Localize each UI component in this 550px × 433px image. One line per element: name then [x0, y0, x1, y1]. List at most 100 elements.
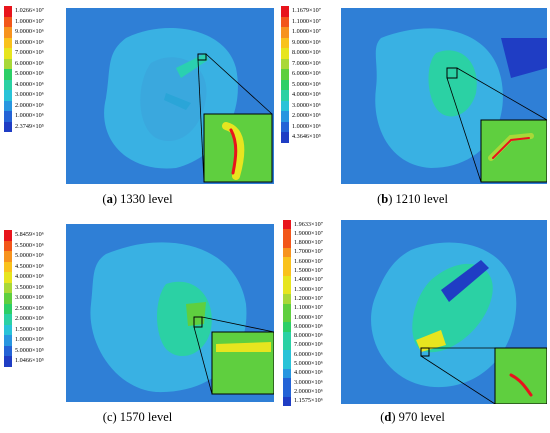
legend-swatch: [4, 230, 12, 241]
legend-label: 1.0000×10⁶: [15, 336, 44, 344]
legend-swatch: [281, 121, 289, 132]
legend-entry: 7.0000×10⁶: [281, 58, 321, 69]
legend-swatch: [4, 90, 12, 101]
legend-label: 3.0000×10⁶: [15, 91, 44, 99]
legend-label: 4.0000×10⁶: [292, 91, 321, 99]
zoom-inset: [211, 331, 274, 395]
legend-entry: 4.3646×10⁵: [281, 132, 321, 143]
legend-entry: 1.9000×10⁷: [283, 229, 323, 239]
legend-entry: 2.0000×10⁶: [281, 111, 321, 122]
legend-label: 2.0000×10⁶: [15, 101, 44, 109]
legend-label: 2.3749×10⁵: [15, 122, 44, 130]
legend-entry: 1.0466×10⁵: [4, 356, 44, 367]
zoom-region-box: [420, 347, 430, 357]
contour-plot-b: [341, 8, 547, 184]
legend-label: 3.0000×10⁶: [15, 294, 44, 302]
zoom-connector-line: [201, 316, 274, 333]
legend-swatch: [283, 303, 291, 313]
legend-label: 2.0000×10⁶: [294, 387, 323, 395]
legend-label: 1.0466×10⁵: [15, 357, 44, 365]
legend-swatch: [4, 6, 12, 17]
legend-label: 4.5000×10⁶: [15, 262, 44, 270]
legend-entry: 5.8459×10⁶: [4, 230, 44, 241]
legend-label: 3.0000×10⁶: [294, 378, 323, 386]
legend-entry: 1.7000×10⁷: [283, 247, 323, 258]
legend-entry: 3.5000×10⁶: [4, 282, 44, 293]
legend-label: 1.9633×10⁷: [294, 220, 323, 228]
legend-b: 1.1679×10⁷ 1.1000×10⁷ 1.0000×10⁷ 9.0000×10⁶…: [281, 6, 321, 143]
legend-entry: 2.0000×10⁶: [283, 387, 323, 397]
legend-entry: 1.8000×10⁷: [283, 238, 323, 248]
legend-entry: 3.0000×10⁶: [283, 378, 323, 388]
legend-entry: 9.0000×10⁶: [283, 322, 323, 332]
stress-concentration: [488, 133, 534, 161]
legend-swatch: [281, 37, 289, 48]
legend-entry: 2.0000×10⁶: [4, 314, 44, 325]
zoom-connector-line: [456, 67, 547, 121]
legend-entry: 4.0000×10⁶: [283, 368, 323, 379]
legend-entry: 9.0000×10⁶: [4, 27, 44, 38]
legend-entry: 5.0000×10⁶: [283, 359, 323, 369]
legend-label: 1.0000×10⁶: [15, 112, 44, 120]
legend-swatch: [4, 48, 12, 59]
legend-label: 7.0000×10⁶: [294, 341, 323, 349]
legend-entry: 5.0000×10⁵: [4, 345, 44, 356]
contour-field-d: [341, 220, 547, 404]
legend-swatch: [4, 314, 12, 325]
legend-label: 4.0000×10⁶: [294, 369, 323, 377]
legend-entry: 1.0000×10⁶: [4, 335, 44, 346]
legend-a: 1.0266×10⁷ 1.0000×10⁷ 9.0000×10⁶ 8.0000×10⁶…: [4, 6, 44, 132]
contour-region: [428, 50, 477, 117]
legend-entry: 1.0266×10⁷: [4, 6, 44, 17]
caption-b: (b) 1210 level: [377, 192, 448, 206]
legend-swatch: [283, 331, 291, 341]
contour-field-a: [66, 8, 274, 184]
legend-swatch: [4, 345, 12, 356]
legend-entry: 1.2000×10⁷: [283, 294, 323, 304]
legend-label: 5.0000×10⁶: [292, 80, 321, 88]
stress-concentration: [222, 122, 245, 180]
legend-label: 1.2000×10⁷: [294, 294, 323, 302]
legend-swatch: [4, 324, 12, 335]
legend-swatch: [283, 257, 291, 267]
legend-label: 1.6000×10⁷: [294, 257, 323, 265]
legend-swatch: [283, 238, 291, 248]
legend-entry: 6.0000×10⁶: [4, 58, 44, 69]
legend-swatch: [283, 275, 291, 286]
stress-concentration: [492, 137, 530, 159]
legend-swatch: [283, 359, 291, 369]
legend-swatch: [281, 79, 289, 90]
legend-label: 5.0000×10⁶: [15, 70, 44, 78]
legend-label: 1.1575×10⁶: [294, 397, 323, 405]
legend-label: 4.0000×10⁶: [15, 80, 44, 88]
legend-label: 8.0000×10⁶: [292, 49, 321, 57]
legend-swatch: [281, 48, 289, 59]
stress-concentration: [229, 128, 238, 175]
legend-entry: 2.5000×10⁶: [4, 303, 44, 314]
legend-swatch: [283, 387, 291, 397]
legend-swatch: [281, 58, 289, 69]
legend-entry: 1.5000×10⁶: [4, 324, 44, 335]
contour-field-c: [66, 224, 274, 402]
legend-entry: 5.0000×10⁶: [4, 69, 44, 80]
legend-label: 2.0000×10⁶: [15, 315, 44, 323]
legend-swatch: [281, 6, 289, 17]
legend-entry: 8.0000×10⁶: [4, 37, 44, 48]
legend-entry: 4.0000×10⁶: [4, 272, 44, 283]
legend-swatch: [4, 251, 12, 262]
stress-concentration: [216, 342, 271, 352]
legend-swatch: [283, 396, 291, 406]
legend-swatch: [4, 69, 12, 80]
stress-concentration: [509, 373, 533, 397]
legend-label: 8.0000×10⁶: [15, 38, 44, 46]
legend-label: 1.5000×10⁷: [294, 267, 323, 275]
legend-label: 1.9000×10⁷: [294, 229, 323, 237]
legend-swatch: [4, 303, 12, 314]
legend-entry: 9.0000×10⁶: [281, 37, 321, 48]
legend-label: 1.0266×10⁷: [15, 7, 44, 15]
contour-field-b: [341, 8, 547, 184]
legend-swatch: [281, 100, 289, 111]
legend-label: 6.0000×10⁶: [15, 59, 44, 67]
legend-swatch: [283, 378, 291, 388]
legend-entry: 4.5000×10⁶: [4, 261, 44, 272]
